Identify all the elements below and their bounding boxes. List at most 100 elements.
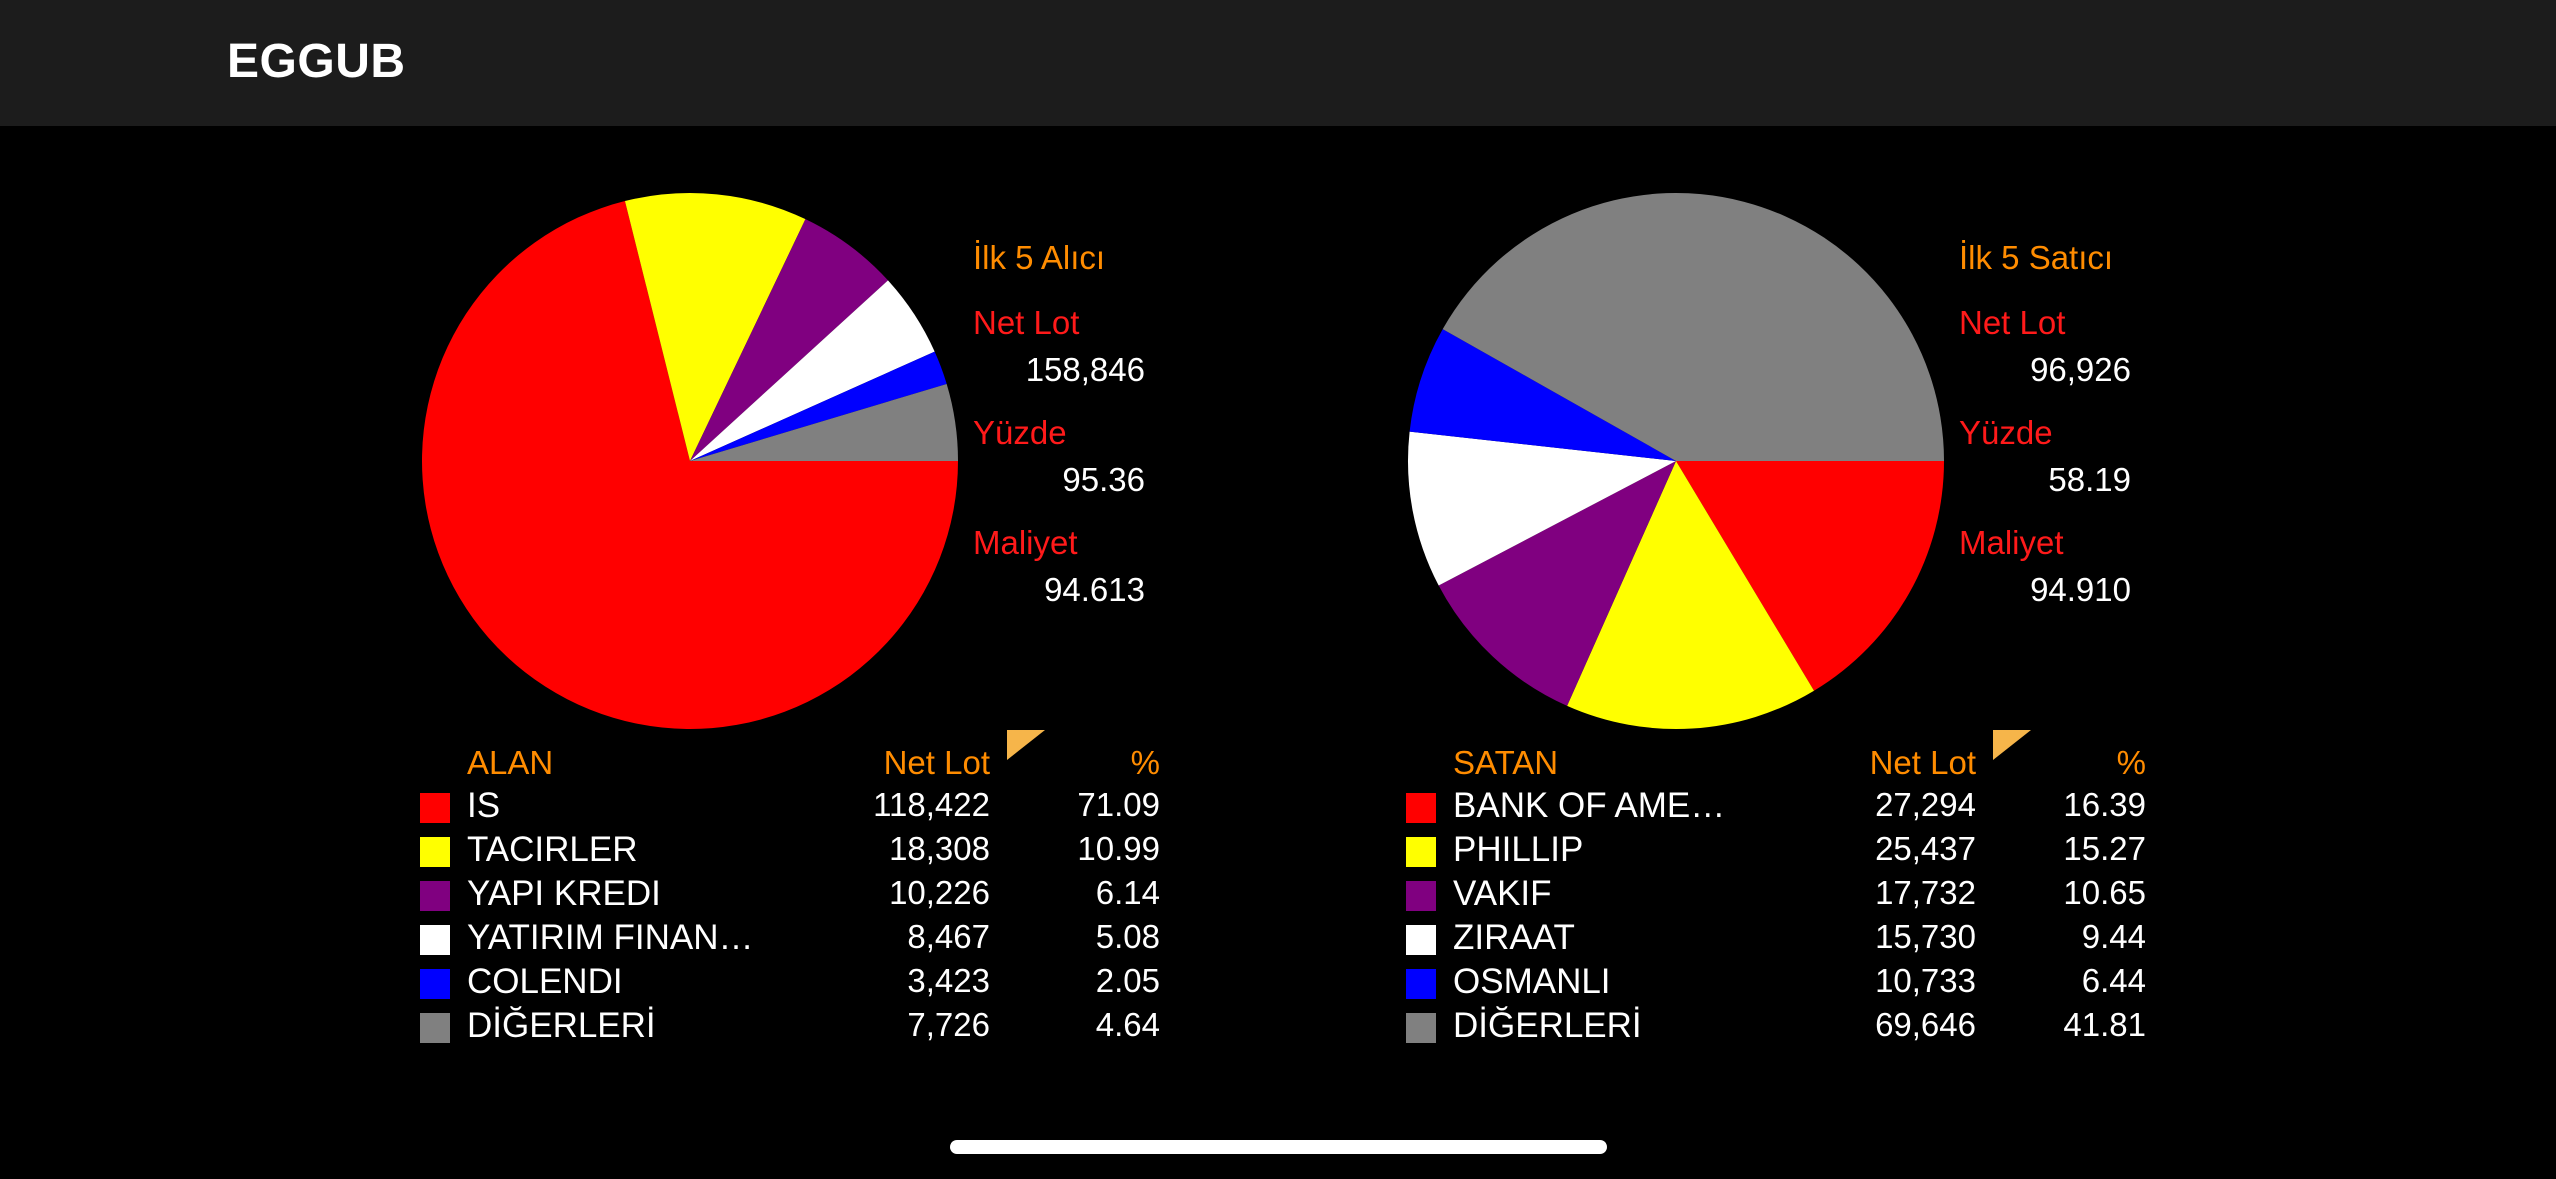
- buyers-table-row[interactable]: IS 118,422 71.09: [420, 786, 1160, 830]
- buyers-cost-value: 94.613: [1044, 571, 1145, 608]
- sellers-table-row[interactable]: OSMANLI 10,733 6.44: [1406, 962, 2146, 1006]
- sellers-title: İlk 5 Satıcı: [1959, 239, 2114, 276]
- pie-slice: [422, 201, 959, 729]
- pie-slice: [690, 280, 935, 461]
- sellers-cost-value: 94.910: [2030, 571, 2131, 608]
- sellers-percent-value: 58.19: [2048, 461, 2131, 498]
- sellers-column-pct[interactable]: %: [2116, 744, 2146, 781]
- net-lot-value: 15,730: [1875, 918, 1976, 955]
- legend-swatch: [420, 881, 450, 911]
- sellers-table-row[interactable]: VAKIF 17,732 10.65: [1406, 874, 2146, 918]
- legend-swatch: [1406, 881, 1436, 911]
- home-indicator[interactable]: [950, 1140, 1607, 1154]
- buyers-panel: İlk 5 Alıcı Net Lot 158,846 Yüzde 95.36 …: [420, 126, 1420, 1086]
- buyers-table-row[interactable]: TACIRLER 18,308 10.99: [420, 830, 1160, 874]
- legend-swatch: [420, 837, 450, 867]
- pie-slice: [624, 192, 806, 461]
- legend-swatch: [1406, 793, 1436, 823]
- sellers-cost-label: Maliyet: [1959, 524, 2064, 561]
- broker-name: TACIRLER: [467, 830, 638, 869]
- legend-swatch: [420, 925, 450, 955]
- net-lot-value: 27,294: [1875, 786, 1976, 823]
- legend-swatch: [420, 1013, 450, 1043]
- net-lot-value: 118,422: [873, 786, 990, 823]
- buyers-table-row[interactable]: YAPI KREDI 10,226 6.14: [420, 874, 1160, 918]
- page-title: EGGUB: [227, 35, 406, 88]
- pie-slice: [1408, 431, 1676, 586]
- broker-name: DİĞERLERİ: [467, 1006, 656, 1045]
- sellers-net-lot-label: Net Lot: [1959, 304, 2066, 341]
- sellers-table-row[interactable]: BANK OF AME… 27,294 16.39: [1406, 786, 2146, 830]
- sellers-column-name[interactable]: SATAN: [1453, 744, 1559, 781]
- buyers-net-lot-label: Net Lot: [973, 304, 1080, 341]
- sellers-column-lot[interactable]: Net Lot: [1869, 744, 1976, 781]
- net-lot-value: 10,226: [889, 874, 990, 911]
- broker-name: YAPI KREDI: [467, 874, 661, 913]
- percent-value: 5.08: [1095, 918, 1160, 955]
- broker-name: YATIRIM FINAN…: [467, 918, 754, 957]
- buyers-percent-value: 95.36: [1062, 461, 1145, 498]
- broker-name: PHILLIP: [1453, 830, 1584, 869]
- percent-value: 4.64: [1095, 1006, 1160, 1043]
- buyers-percent-label: Yüzde: [973, 414, 1067, 451]
- broker-name: OSMANLI: [1453, 962, 1611, 1001]
- pie-slice: [1409, 329, 1676, 461]
- sellers-table-row[interactable]: ZIRAAT 15,730 9.44: [1406, 918, 2146, 962]
- legend-swatch: [420, 793, 450, 823]
- percent-value: 6.44: [2081, 962, 2146, 999]
- buyers-column-name[interactable]: ALAN: [467, 744, 554, 781]
- sellers-pie-chart: [1408, 193, 1944, 729]
- sellers-percent-label: Yüzde: [1959, 414, 2053, 451]
- broker-name: VAKIF: [1453, 874, 1552, 913]
- percent-value: 9.44: [2081, 918, 2146, 955]
- net-lot-value: 17,732: [1875, 874, 1976, 911]
- pie-slice: [1442, 193, 1944, 461]
- pie-slice: [1567, 461, 1815, 729]
- percent-value: 10.65: [2063, 874, 2146, 911]
- legend-swatch: [1406, 1013, 1436, 1043]
- buyers-table-row[interactable]: DİĞERLERİ 7,726 4.64: [420, 1006, 1160, 1050]
- percent-value: 2.05: [1095, 962, 1160, 999]
- sellers-net-lot-value: 96,926: [2030, 351, 2131, 388]
- broker-name: ZIRAAT: [1453, 918, 1575, 957]
- pie-slice: [690, 383, 958, 461]
- sort-indicator-icon[interactable]: [1993, 730, 2031, 760]
- broker-name: BANK OF AME…: [1453, 786, 1726, 825]
- buyers-cost-label: Maliyet: [973, 524, 1078, 561]
- pie-slice: [1438, 461, 1676, 706]
- pie-slice: [690, 219, 888, 461]
- buyers-column-pct[interactable]: %: [1130, 744, 1160, 781]
- net-lot-value: 10,733: [1875, 962, 1976, 999]
- buyers-pie-chart: [422, 192, 959, 729]
- buyers-net-lot-value: 158,846: [1025, 351, 1145, 388]
- percent-value: 71.09: [1077, 786, 1160, 823]
- percent-value: 6.14: [1095, 874, 1160, 911]
- legend-swatch: [420, 969, 450, 999]
- top-bar: EGGUB: [0, 0, 2556, 126]
- broker-name: DİĞERLERİ: [1453, 1006, 1642, 1045]
- buyers-column-lot[interactable]: Net Lot: [883, 744, 990, 781]
- sellers-table-row[interactable]: DİĞERLERİ 69,646 41.81: [1406, 1006, 2146, 1050]
- broker-name: COLENDI: [467, 962, 623, 1001]
- buyers-title: İlk 5 Alıcı: [973, 239, 1106, 276]
- legend-swatch: [1406, 969, 1436, 999]
- sellers-panel: İlk 5 Satıcı Net Lot 96,926 Yüzde 58.19 …: [1406, 126, 2406, 1086]
- pie-slice: [690, 351, 947, 461]
- broker-name: IS: [467, 786, 501, 825]
- pie-slice: [1676, 461, 1944, 691]
- sellers-table-row[interactable]: PHILLIP 25,437 15.27: [1406, 830, 2146, 874]
- net-lot-value: 69,646: [1875, 1006, 1976, 1043]
- percent-value: 41.81: [2063, 1006, 2146, 1043]
- buyers-table-row[interactable]: COLENDI 3,423 2.05: [420, 962, 1160, 1006]
- percent-value: 15.27: [2063, 830, 2146, 867]
- net-lot-value: 3,423: [907, 962, 990, 999]
- sort-indicator-icon[interactable]: [1007, 730, 1045, 760]
- buyers-table-row[interactable]: YATIRIM FINAN… 8,467 5.08: [420, 918, 1160, 962]
- net-lot-value: 25,437: [1875, 830, 1976, 867]
- legend-swatch: [1406, 925, 1436, 955]
- legend-swatch: [1406, 837, 1436, 867]
- net-lot-value: 18,308: [889, 830, 990, 867]
- percent-value: 10.99: [1077, 830, 1160, 867]
- percent-value: 16.39: [2063, 786, 2146, 823]
- net-lot-value: 7,726: [907, 1006, 990, 1043]
